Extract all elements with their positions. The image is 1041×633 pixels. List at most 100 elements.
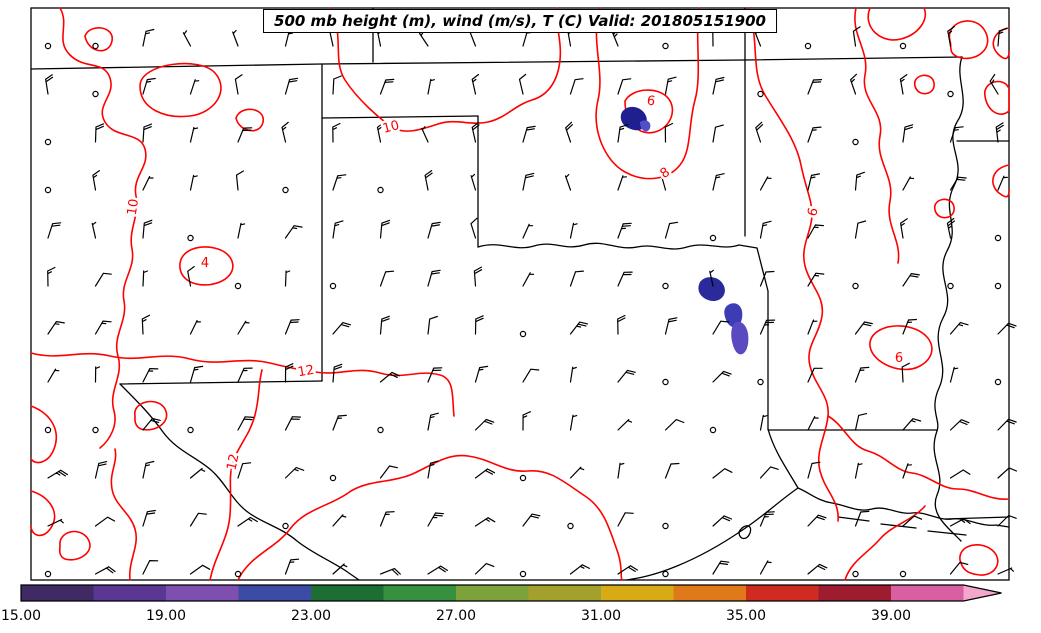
calm-wind-circle [44,570,52,578]
temperature-contour-path [59,7,147,449]
wind-barb [569,270,584,287]
wind-barb [284,270,291,287]
temperature-contour-path [30,405,57,464]
wind-barb [712,560,730,575]
calm-wind-circle [804,42,812,50]
wind-barb [237,320,250,335]
wind-barb [997,322,1017,335]
calm-wind-circle [44,42,52,50]
temperature-contour-path [209,369,263,581]
calm-wind-circle [994,234,1002,242]
wind-barb [332,363,343,383]
wind-barb [997,467,1018,479]
calm-wind-circle [852,570,859,578]
colorbar-arrow [963,585,1002,601]
wind-barb [712,370,732,383]
wind-barb [522,368,540,383]
wind-barb [187,266,195,287]
temperature-contour-path [747,7,839,522]
colorbar-segment [528,585,601,601]
calm-wind-circle [519,330,527,338]
wind-barb [142,175,154,191]
wind-barb [617,462,625,479]
calm-wind-circle [757,90,764,98]
wind-barb [522,125,536,143]
calm-wind-circle [187,426,194,434]
wind-barb [47,368,60,383]
wind-barb [759,220,772,239]
wind-barb [564,173,572,191]
wind-barb [989,73,999,95]
wind-barb [852,26,861,47]
wind-barb [142,28,155,47]
wind-barb [94,366,100,383]
calm-wind-circle [519,474,527,482]
wind-barb [471,121,480,143]
wind-barb [427,269,441,287]
colorbar-tick-label: 39.00 [871,608,911,624]
calm-wind-circle [709,426,717,434]
colorbar-segment [166,585,239,601]
wind-barb [664,462,680,479]
temperature-contour-path [914,74,935,95]
wind-barb [949,366,959,383]
wind-barb [807,461,821,479]
wind-barb [660,173,667,191]
wind-barb [759,319,776,335]
wind-barb [617,78,632,95]
wind-barb [284,416,301,431]
calm-wind-circle [709,234,717,242]
wind-barb [712,76,725,95]
calm-wind-circle [662,522,669,530]
wind-barb [92,170,100,191]
colorbar-segment [93,585,166,601]
wind-barb [379,270,395,287]
wind-barb [379,371,400,383]
wind-barb [997,418,1017,431]
calm-wind-circle [329,282,337,290]
state-border-path [626,487,799,581]
temperature-contour-path [827,415,1010,500]
wind-barb [949,126,964,143]
wind-barb [902,318,917,335]
wind-barb [617,369,636,383]
wind-barb [427,367,443,383]
wind-barb [807,319,818,335]
wind-barb [427,565,448,575]
wind-barb [617,222,632,239]
wind-barb [759,414,768,431]
wind-barb [471,73,480,95]
wind-barb [569,414,578,431]
wind-barb [142,270,148,287]
calm-wind-circle [947,282,954,290]
wind-barb [949,176,967,191]
calm-wind-circle [234,570,242,578]
wind-barb [902,418,922,431]
calm-wind-circle [329,474,337,482]
wind-barb [474,365,489,383]
wind-barb [332,75,342,95]
wind-barb [142,219,153,239]
wind-barb [946,217,955,239]
colorbar-segment [818,585,891,601]
wind-barb [522,513,541,527]
calm-wind-circle [994,378,1002,386]
wind-barb [284,363,294,383]
temperature-contour-path [58,530,91,561]
wind-barb [473,266,483,287]
temperature-contour-path [84,27,113,52]
wind-barb [189,467,206,479]
temperature-contour-path [959,544,999,576]
state-border-path [119,380,323,385]
wind-barb [664,317,678,335]
wind-barb [427,221,441,239]
wind-barb [569,564,590,575]
state-border-path [927,530,967,536]
temperature-contour-path [869,325,933,371]
wind-barb [427,315,438,335]
colorbar-segment [456,585,529,601]
wind-barb [237,367,253,383]
colorbar-segment [746,585,819,601]
wind-barb [850,73,857,95]
